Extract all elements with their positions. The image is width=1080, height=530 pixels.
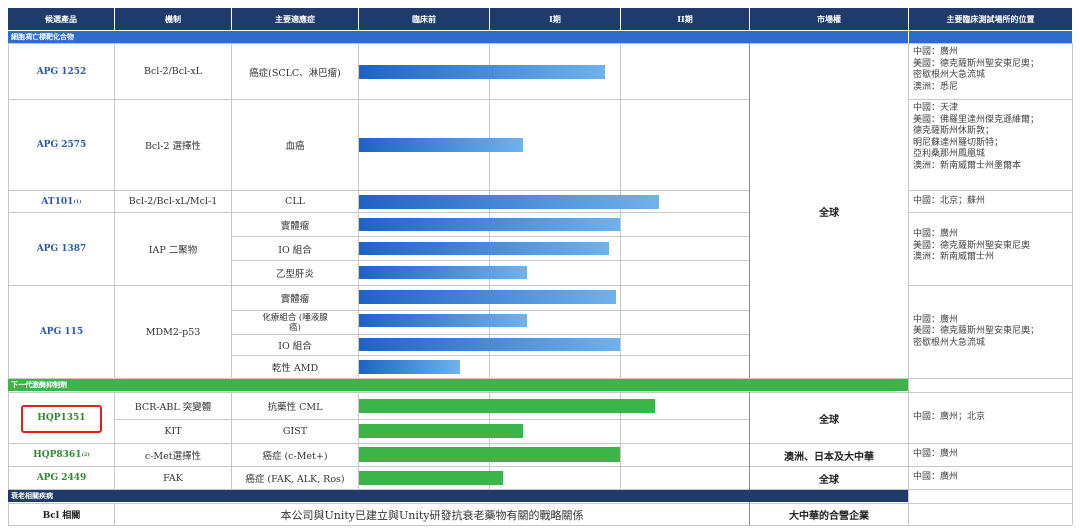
product-apg2575: APG 2575 <box>36 140 87 150</box>
indication-apg115-chemo-combo: 化療組合 (唾液腺癌) <box>262 312 328 333</box>
product-hqp8361: HQP8361 (2) <box>9 444 114 466</box>
progress-bar-apg115-chemo-combo <box>359 314 527 327</box>
product-apg115: APG 115 <box>39 327 84 337</box>
header-indication: 主要適應症 <box>232 8 358 30</box>
progress-bar-apg1387-io-combo <box>359 242 609 255</box>
product-bcl-related: Bcl 相關 <box>42 511 81 521</box>
location-apg2575: 中國：天津 美國：佛羅里達州傑克遜維爾； 德克薩斯州休斯敦； 明尼蘇達州羅切斯特… <box>913 103 1040 171</box>
progress-bar-apg115-solid-tumor <box>359 290 616 304</box>
location-apg1252: 中國：廣州 美國：德克薩斯州聖安東尼奧； 密歇根州大急流城 澳洲：悉尼 <box>913 47 1040 92</box>
market-hqp8361: 澳洲、日本及大中華 <box>784 451 874 463</box>
progress-bar-apg115-io-combo <box>359 338 620 351</box>
header-phase1: I期 <box>490 8 620 30</box>
market-apg2449: 全球 <box>819 474 839 486</box>
progress-bar-apg1387-hepatitis-b <box>359 266 527 279</box>
indication-apg1252: 癌症(SCLC、淋巴瘤) <box>249 67 341 79</box>
indication-apg2575: 血癌 <box>285 141 305 152</box>
market-global: 全球 <box>819 207 839 219</box>
indication-apg115-solid-tumor: 實體瘤 <box>280 294 310 305</box>
header-location: 主要臨床測試場所的位置 <box>909 8 1072 30</box>
location-apg1387: 中國：廣州 美國：德克薩斯州聖安東尼奧 澳洲：新南威爾士州 <box>913 229 1031 262</box>
indication-apg115-io-combo: IO 組合 <box>278 341 312 352</box>
header-preclinical: 臨床前 <box>359 8 489 30</box>
progress-bar-at101 <box>359 195 659 209</box>
market-bcl-related: 大中華的合營企業 <box>789 511 869 522</box>
product-hqp8361-label: HQP8361 <box>33 450 82 460</box>
product-hqp1351: HQP1351 <box>37 413 86 423</box>
indication-apg1387-hepatitis-b: 乙型肝炎 <box>275 269 314 280</box>
progress-bar-apg2575 <box>359 138 523 152</box>
header-market: 市場權 <box>750 8 908 30</box>
indication-apg1387-solid-tumor: 實體瘤 <box>280 220 310 232</box>
progress-bar-hqp1351-gist <box>359 424 523 438</box>
indication-at101: CLL <box>285 196 305 207</box>
section-aging-loc <box>909 490 1072 502</box>
header-phase2: II期 <box>621 8 749 30</box>
indication-fak: 癌症 (FAK, ALK, Ros) <box>245 474 345 485</box>
highlight-box <box>21 405 102 433</box>
location-hqp8361: 中國：廣州 <box>913 449 959 460</box>
section-kinase: 下一代激酶抑制劑 <box>8 379 908 391</box>
section-cell-death: 細胞凋亡標靶化合物 <box>8 31 908 43</box>
footer-unity-text: 本公司與Unity已建立與Unity研發抗衰老藥物有關的戰略關係 <box>280 508 584 522</box>
location-at101: 中國：北京；蘇州 <box>913 195 986 206</box>
product-apg2449: APG 2449 <box>36 473 87 483</box>
section-aging: 衰老相關疾病 <box>8 490 908 502</box>
section-cell-death-loc <box>909 31 1072 43</box>
progress-bar-apg1252 <box>359 65 605 79</box>
indication-apg1387-io-combo: IO 組合 <box>278 244 312 256</box>
mechanism-apg1387: IAP 二聚物 <box>148 245 198 256</box>
progress-bar-apg1387-solid-tumor <box>359 218 620 231</box>
mechanism-kit: KIT <box>164 426 182 437</box>
product-apg1387: APG 1387 <box>36 244 87 254</box>
progress-bar-apg115-dry-amd <box>359 360 460 374</box>
section-kinase-loc <box>909 379 1072 391</box>
location-apg2449: 中國：廣州 <box>913 472 959 483</box>
mechanism-at101: Bcl-2/Bcl-xL/Mcl-1 <box>128 196 218 207</box>
product-at101-footnote: (1) <box>73 198 82 205</box>
indication-cmet: 癌症 (c-Met+) <box>262 451 328 462</box>
progress-bar-hqp1351-cml <box>359 399 655 413</box>
product-hqp8361-footnote: (2) <box>81 452 90 458</box>
progress-bar-apg2449 <box>359 471 503 485</box>
location-hqp1351: 中國：廣州；北京 <box>913 412 986 423</box>
mechanism-apg115: MDM2-p53 <box>145 326 201 338</box>
header-mechanism: 機制 <box>115 8 231 30</box>
indication-gist: GIST <box>282 426 308 437</box>
mechanism-cmet: c-Met選擇性 <box>144 451 202 462</box>
indication-cml: 抗藥性 CML <box>267 402 323 413</box>
progress-bar-hqp8361 <box>359 447 620 462</box>
mechanism-apg1252: Bcl-2/Bcl-xL <box>143 66 202 77</box>
mechanism-bcr-abl: BCR-ABL 突變體 <box>134 402 212 413</box>
mechanism-apg2575: Bcl-2 選擇性 <box>144 141 202 152</box>
header-candidate: 候選產品 <box>8 8 114 30</box>
product-at101-label: AT101 <box>41 196 74 207</box>
location-apg115: 中國：廣州 美國：德克薩斯州聖安東尼奧； 密歇根州大急流城 <box>913 314 1040 348</box>
market-hqp1351: 全球 <box>819 414 839 426</box>
product-at101: AT101 (1) <box>9 191 114 212</box>
mechanism-fak: FAK <box>163 472 183 484</box>
indication-apg115-dry-amd: 乾性 AMD <box>271 363 319 374</box>
product-apg1252: APG 1252 <box>36 66 87 77</box>
